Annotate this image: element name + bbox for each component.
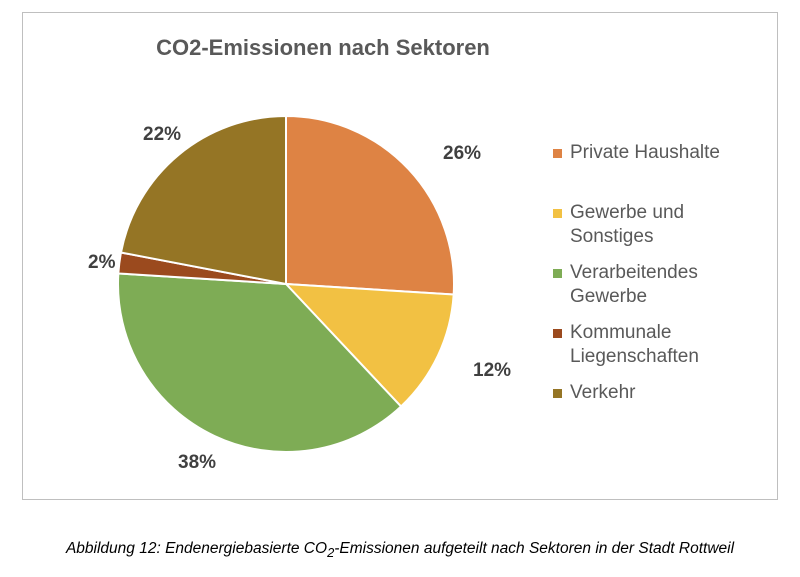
legend-label: Verarbeitendes Gewerbe (570, 262, 698, 307)
data-label-4: 2% (88, 252, 116, 273)
caption-subscript: 2 (327, 545, 335, 561)
legend-swatch (553, 269, 562, 278)
data-label-5: 22% (143, 124, 181, 145)
legend-label: Gewerbe und Sonstiges (570, 202, 685, 247)
legend-item-kommunale-liegenschaften: Kommunale Liegenschaften (553, 321, 770, 369)
pie-slice-1 (285, 114, 456, 296)
data-label-3: 38% (178, 452, 216, 473)
pie-slice-3 (116, 272, 403, 454)
legend-swatch (553, 389, 562, 398)
caption-prefix: Abbildung 12: Endenergiebasierte CO (65, 540, 328, 557)
pie-slice-2 (283, 282, 455, 408)
legend-label: Private Haushalte (570, 142, 720, 163)
legend-label: Verkehr (570, 382, 636, 403)
pie-chart: 26% 12% 38% 2% 22% (88, 114, 511, 473)
data-label-1: 26% (443, 143, 481, 164)
legend-swatch (553, 209, 562, 218)
legend-item-gewerbe-und-sonstiges: Gewerbe und Sonstiges (553, 201, 770, 249)
chart-title: CO2-Emissionen nach Sektoren (156, 35, 490, 60)
legend-item-private-haushalte: Private Haushalte (553, 141, 770, 165)
data-label-2: 12% (473, 360, 511, 381)
caption-suffix: -Emissionen aufgeteilt nach Sektoren in … (334, 540, 735, 557)
legend-item-verkehr: Verkehr (553, 381, 770, 405)
legend-label: Kommunale Liegenschaften (570, 322, 699, 367)
legend-swatch (553, 149, 562, 158)
legend-item-verarbeitendes-gewerbe: Verarbeitendes Gewerbe (553, 261, 770, 309)
figure-caption: Abbildung 12: Endenergiebasierte CO2-Emi… (0, 540, 800, 560)
legend-swatch (553, 329, 562, 338)
chart-frame: CO2-Emissionen nach Sektoren 26% 12% 38% 2%… (22, 12, 778, 500)
pie-slice-5 (119, 114, 287, 286)
